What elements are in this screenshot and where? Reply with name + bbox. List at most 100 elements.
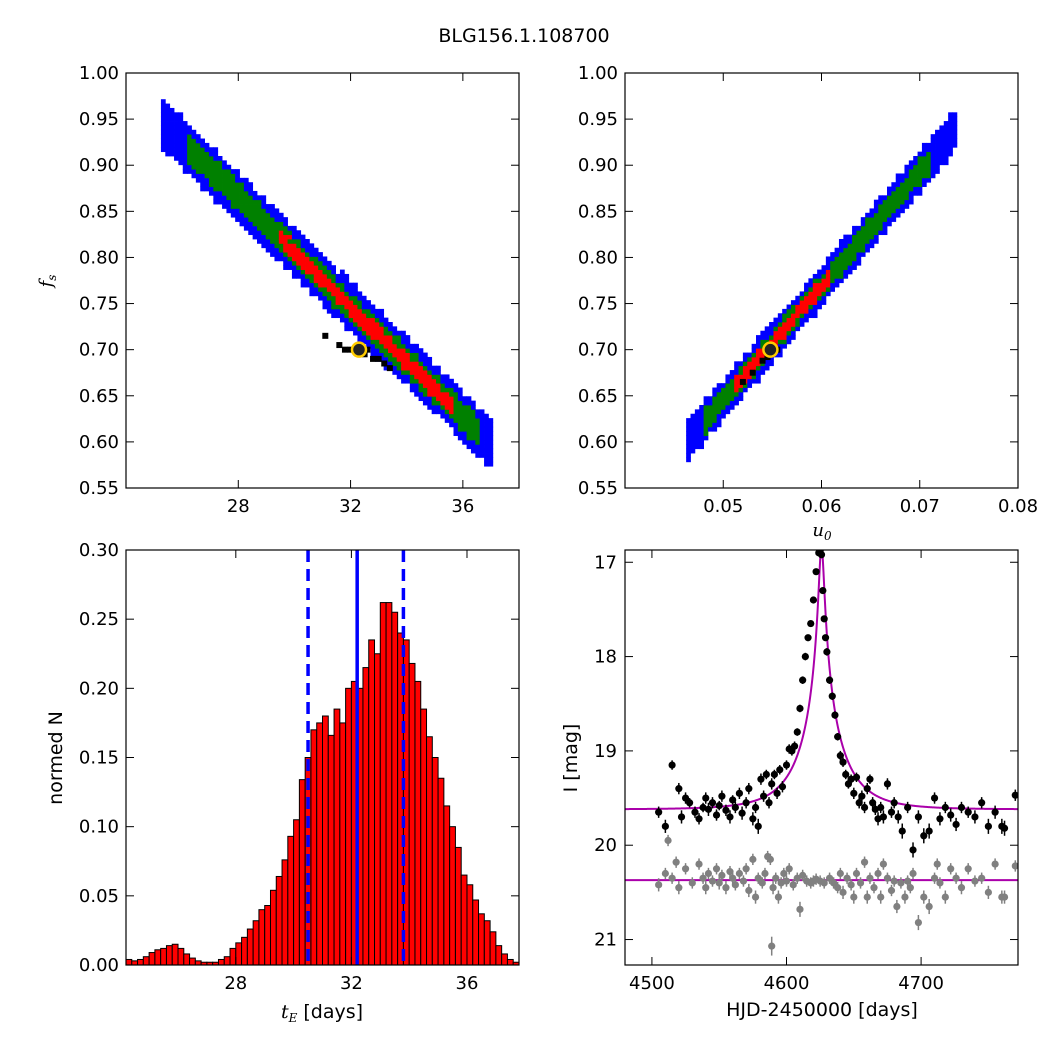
heat-cell-blue [313, 252, 319, 257]
heat-cell-green [865, 217, 870, 222]
heat-cell-blue [834, 282, 840, 288]
heat-cell-blue [830, 256, 835, 262]
heat-cell-green [808, 287, 814, 292]
heat-cell-blue [187, 125, 192, 131]
heat-cell-green [921, 173, 927, 179]
y-tick-label: 19 [594, 741, 617, 762]
heat-cell-green [878, 217, 884, 222]
heat-cell-red [444, 391, 450, 397]
offset-data-point [847, 881, 855, 889]
heat-cell-green [348, 317, 354, 323]
histogram-bar [246, 928, 254, 966]
heat-cell-green [274, 239, 280, 244]
heat-cell-red [777, 335, 783, 340]
heat-cell-blue [208, 151, 214, 157]
heat-cell-blue [200, 177, 205, 183]
heat-cell-blue [882, 195, 888, 201]
heat-cell-blue [309, 247, 315, 253]
heat-cell-blue [790, 335, 796, 340]
heat-cell-blue [782, 343, 787, 349]
heat-cell-green [217, 182, 223, 187]
heat-cell-blue [248, 186, 254, 192]
histogram-bar [125, 958, 133, 966]
heat-cell-red [804, 308, 809, 314]
histogram-bar [322, 715, 329, 966]
heat-cell-green [769, 335, 774, 340]
heat-cell-green [222, 182, 227, 187]
heat-cell-blue [716, 387, 722, 393]
heat-cell-green [712, 409, 718, 415]
offset-data-point [774, 893, 783, 901]
heat-cell-green [222, 173, 227, 179]
y-tick-label: 0.95 [79, 109, 119, 130]
heat-cell-red [291, 243, 297, 249]
data-point [704, 805, 713, 813]
offset-data-point [1011, 862, 1018, 870]
heat-cell-blue [296, 269, 302, 275]
heat-cell-red [782, 330, 787, 336]
heat-cell-blue [939, 151, 945, 157]
heat-cell-red [388, 348, 393, 353]
heat-cell-blue [873, 239, 879, 244]
heat-cell-red [821, 282, 827, 288]
data-point [828, 692, 836, 700]
heat-cell-blue [213, 190, 219, 196]
histogram-bar [177, 947, 185, 966]
heat-cell-blue [248, 230, 254, 236]
heat-cell-blue [265, 239, 271, 244]
heat-cell-blue [309, 287, 315, 292]
heat-cell-blue [869, 239, 875, 244]
heat-cell-blue [869, 212, 875, 218]
heat-cell-red [379, 339, 385, 345]
y-tick-label: 0.20 [79, 678, 119, 699]
offset-data-point [655, 881, 663, 889]
heat-cell-blue [852, 265, 857, 270]
heat-cell-blue [248, 182, 254, 187]
heat-cell-red [322, 273, 328, 279]
heat-cell-blue [943, 147, 949, 153]
heat-cell-blue [409, 343, 415, 349]
histogram-bar [437, 777, 445, 966]
heat-cell-blue [287, 225, 293, 231]
heat-cell-blue [690, 418, 696, 423]
heat-cell-green [729, 383, 735, 388]
heat-cell-green [230, 177, 236, 183]
y-tick-label: 0.60 [79, 432, 119, 453]
data-point [675, 785, 683, 793]
heat-cell-green [261, 217, 267, 222]
heat-cell-blue [838, 243, 844, 249]
heat-cell-blue [200, 182, 205, 187]
heat-cell-blue [222, 199, 227, 205]
heat-cell-blue [331, 308, 336, 314]
heat-cell-green [453, 400, 459, 406]
heat-cell-red [444, 405, 450, 410]
heat-cell-red [287, 247, 293, 253]
heat-cell-red [322, 278, 328, 284]
heat-cell-green [904, 182, 910, 187]
heat-cell-green [383, 326, 389, 332]
offset-data-point [830, 879, 838, 887]
heat-cell-blue [353, 287, 358, 292]
heat-cell-green [248, 204, 254, 209]
heat-cell-blue [930, 164, 936, 170]
heat-cell-blue [769, 330, 774, 336]
heat-cell-red [318, 269, 323, 275]
heat-cell-blue [742, 356, 748, 362]
heat-cell-green [734, 391, 739, 397]
heat-cell-green [738, 365, 744, 371]
heat-cell-green [462, 422, 467, 428]
heat-cell-blue [694, 418, 700, 423]
heat-cell-blue [169, 121, 175, 126]
heat-cell-blue [484, 422, 489, 428]
heat-cell-blue [318, 256, 323, 262]
heat-cell-red [374, 326, 380, 332]
heat-cell-red [318, 278, 323, 284]
heat-cell-green [466, 409, 472, 415]
heat-cell-red [396, 352, 402, 358]
heat-cell-blue [838, 247, 844, 253]
heat-cell-green [921, 160, 927, 166]
heat-cell-green [265, 217, 271, 222]
heat-cell-blue [388, 322, 393, 327]
heat-cell-green [270, 234, 275, 240]
heat-cell-blue [699, 426, 704, 432]
